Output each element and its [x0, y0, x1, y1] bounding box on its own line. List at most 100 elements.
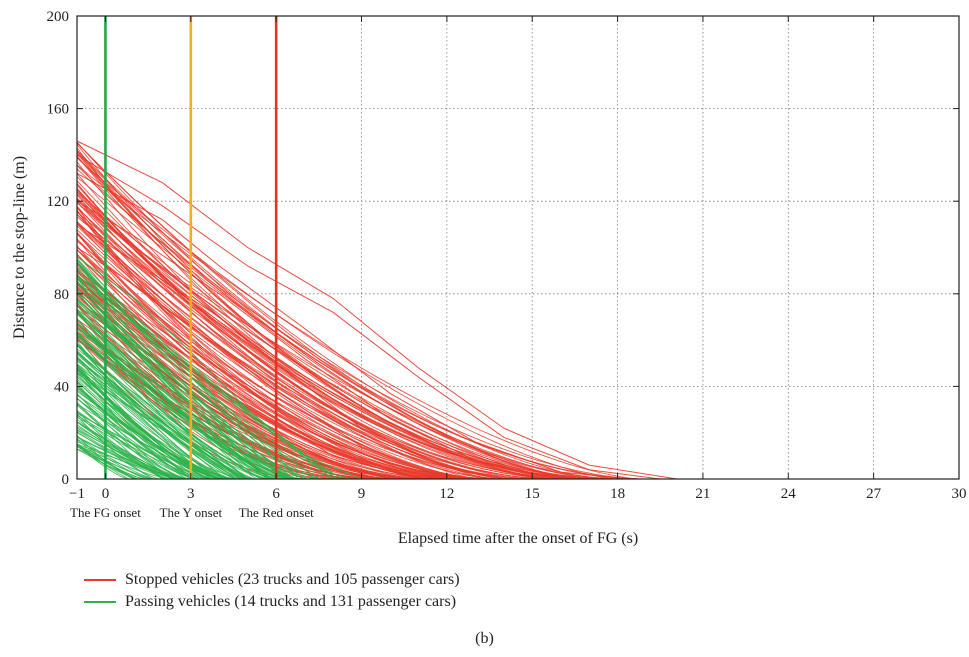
x-tick-label: 27: [866, 486, 882, 502]
passing-trajectory: [76, 333, 271, 480]
passing-trajectory: [76, 421, 189, 480]
passing-trajectory: [76, 277, 339, 480]
passing-trajectory: [76, 288, 291, 480]
passing-trajectory: [76, 262, 315, 480]
passing-trajectory: [76, 398, 224, 480]
passing-trajectory: [76, 318, 298, 480]
passing-trajectory: [76, 404, 191, 480]
y-tick-label: 40: [54, 379, 69, 395]
stopped-trajectory: [76, 184, 553, 480]
passing-trajectory: [76, 258, 337, 480]
stopped-trajectory: [76, 172, 632, 480]
y-tick-label: 0: [62, 472, 70, 488]
stopped-trajectory: [76, 154, 661, 480]
legend-swatch-passing: [84, 601, 116, 603]
passing-trajectory: [76, 256, 362, 480]
legend-item-stopped: Stopped vehicles (23 trucks and 105 pass…: [84, 569, 460, 591]
x-tick-label: 0: [102, 486, 110, 502]
stopped-trajectory: [76, 246, 486, 480]
passing-trajectory: [76, 381, 192, 480]
passing-trajectory: [76, 424, 169, 480]
passing-trajectory: [76, 348, 264, 480]
passing-trajectory: [76, 444, 150, 480]
passing-trajectory: [76, 290, 269, 480]
stopped-trajectory: [76, 161, 570, 480]
passing-trajectory: [76, 283, 298, 480]
legend-label-passing: Passing vehicles (14 trucks and 131 pass…: [125, 593, 457, 610]
legend-item-passing: Passing vehicles (14 trucks and 131 pass…: [84, 591, 460, 613]
figure-caption: (b): [475, 630, 494, 647]
plot-frame: [76, 15, 960, 480]
passing-trajectory: [76, 394, 199, 480]
stopped-trajectory: [76, 173, 604, 480]
stopped-trajectory: [76, 197, 590, 480]
passing-trajectory: [76, 375, 233, 480]
x-tick-label: 3: [187, 486, 195, 502]
stopped-trajectory: [76, 140, 678, 480]
x-tick-label: 30: [952, 486, 967, 502]
x-tick-label: 21: [695, 486, 710, 502]
passing-trajectory: [76, 292, 280, 480]
passing-trajectory: [76, 275, 308, 480]
passing-trajectory: [76, 436, 175, 480]
passing-trajectory: [76, 277, 293, 480]
passing-trajectory: [76, 301, 296, 480]
stopped-trajectory: [76, 142, 611, 480]
y-tick-label: 80: [54, 287, 69, 303]
stopped-trajectory: [76, 221, 504, 480]
legend: Stopped vehicles (23 trucks and 105 pass…: [84, 569, 460, 613]
stopped-trajectory: [76, 247, 448, 480]
passing-trajectory: [76, 259, 319, 480]
trajectory-lines: [76, 140, 678, 480]
stopped-trajectory: [76, 253, 437, 480]
x-tick-label: 9: [358, 486, 366, 502]
stopped-trajectory: [76, 200, 561, 480]
y-tick-label: 120: [47, 194, 70, 210]
legend-swatch-stopped: [84, 579, 116, 581]
stopped-trajectory: [76, 205, 486, 480]
passing-trajectory: [76, 356, 234, 480]
passing-trajectory: [76, 372, 229, 480]
stopped-trajectory: [76, 271, 439, 480]
x-tick-label: 24: [781, 486, 797, 502]
stopped-trajectory: [76, 157, 618, 480]
passing-trajectory: [76, 413, 163, 480]
passing-trajectory: [76, 410, 196, 480]
x-tick-label: 6: [272, 486, 280, 502]
x-tick-label: 12: [439, 486, 454, 502]
passing-trajectory: [76, 266, 344, 480]
stopped-trajectory: [76, 231, 476, 480]
stopped-trajectory: [76, 221, 480, 480]
signal-onset-markers: [104, 16, 278, 479]
y-tick-label: 200: [47, 9, 70, 25]
passing-trajectory: [76, 313, 273, 480]
passing-trajectory: [76, 397, 199, 480]
stopped-trajectory: [76, 164, 641, 480]
x-tick-label: −1: [69, 486, 85, 502]
stopped-trajectory: [76, 188, 549, 480]
x-axis-label: Elapsed time after the onset of FG (s): [398, 530, 638, 547]
stopped-trajectory: [76, 153, 616, 480]
stopped-trajectory: [76, 223, 522, 480]
y-axis-label: Distance to the stop-line (m): [11, 156, 28, 339]
passing-trajectory: [76, 398, 198, 480]
fg-onset-label: The FG onset: [70, 505, 141, 520]
stopped-trajectory: [76, 233, 446, 480]
x-tick-label: 15: [525, 486, 540, 502]
legend-label-stopped: Stopped vehicles (23 trucks and 105 pass…: [125, 571, 460, 588]
passing-trajectory: [76, 331, 276, 480]
y-tick-label: 160: [47, 102, 70, 118]
passing-trajectory: [76, 436, 155, 480]
stopped-trajectory: [76, 165, 635, 480]
passing-trajectory: [76, 372, 226, 480]
red-onset-label: The Red onset: [239, 505, 314, 520]
passing-trajectory: [76, 319, 270, 480]
stopped-trajectory: [76, 202, 597, 480]
y-onset-label: The Y onset: [160, 505, 223, 520]
passing-trajectory: [76, 448, 139, 480]
passing-trajectory: [76, 418, 191, 480]
stopped-trajectory: [76, 206, 496, 480]
stopped-trajectory: [76, 199, 557, 480]
